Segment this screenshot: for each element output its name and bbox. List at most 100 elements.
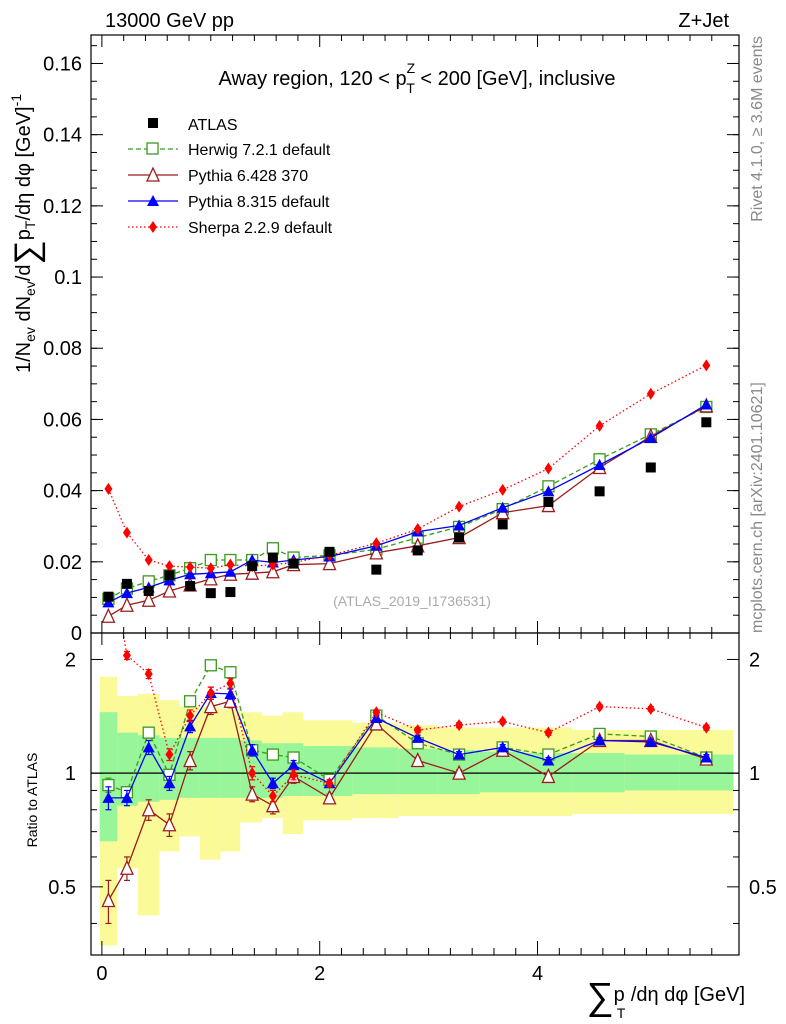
main-point-pythia-6-428-370 — [162, 582, 177, 598]
ratio-point-sherpa-2-2-9-default — [646, 702, 655, 715]
main-ytick-label: 0.14 — [43, 125, 82, 147]
ratio-point-pythia-8-315-default — [163, 777, 176, 789]
ratio-point-sherpa-2-2-9-default — [595, 700, 604, 713]
ylabel-part-b: dN — [13, 296, 35, 327]
main-point-atlas — [645, 462, 656, 473]
main-point-atlas — [288, 558, 299, 569]
ratio-point-pythia-6-428-370 — [322, 789, 337, 805]
main-ytick-label: 0.02 — [43, 552, 82, 574]
ratio-point-sherpa-2-2-9-default — [165, 748, 174, 761]
main-point-sherpa-2-2-9-default — [165, 560, 174, 573]
ratio-point-sherpa-2-2-9-default — [289, 768, 298, 781]
legend-label-sherpa: Sherpa 2.2.9 default — [188, 220, 333, 237]
ratio-point-sherpa-2-2-9-default — [186, 709, 195, 722]
main-ytick-label: 0.16 — [43, 53, 82, 75]
main-point-sherpa-2-2-9-default — [122, 526, 131, 539]
main-point-pythia-8-315-default — [700, 398, 713, 410]
main-ticks — [91, 35, 739, 634]
main-point-atlas — [701, 417, 712, 428]
main-point-pythia-8-315-default — [120, 587, 133, 599]
main-point-pythia-6-428-370 — [369, 544, 384, 560]
legend-entry-herwig: Herwig 7.2.1 default — [128, 142, 331, 159]
main-point-pythia-8-315-default — [542, 485, 555, 497]
main-point-sherpa-2-2-9-default — [186, 561, 195, 574]
title-post: < 200 [GeV], inclusive — [415, 68, 616, 90]
plot-title: Away region, 120 < pZ T < 200 [GeV], incl… — [219, 60, 616, 96]
main-point-sherpa-2-2-9-default — [595, 419, 604, 432]
main-point-atlas — [225, 587, 236, 598]
main-point-atlas — [121, 578, 132, 589]
ratio-point-pythia-8-315-default — [644, 735, 657, 747]
xlabel-sigma: ∑ — [587, 976, 614, 1018]
ratio-point-sherpa-2-2-9-default — [226, 677, 235, 690]
legend-label-pythia6: Pythia 6.428 370 — [188, 168, 308, 185]
main-panel: 0 0.02 0.04 0.06 0.08 0.1 0.12 0.14 0.16 Away re… — [8, 34, 740, 645]
ratio-point-pythia-8-315-default — [593, 734, 606, 746]
ratio-point-pythia-8-315-default — [120, 791, 133, 803]
ratio-point-pythia-8-315-default — [496, 741, 509, 753]
ratio-point-herwig-7-2-1-default — [204, 659, 217, 672]
main-point-pythia-8-315-default — [453, 519, 466, 531]
main-series-atlas — [103, 417, 712, 602]
rivet-label: Rivet 4.1.0, ≥ 3.6M events — [749, 36, 766, 222]
ylabel-part-a: 1/N — [13, 342, 35, 373]
ratio-ytick-label-right: 2 — [749, 649, 760, 671]
main-point-pythia-8-315-default — [224, 565, 237, 577]
ratio-series-sherpa-2-2-9-default — [122, 633, 711, 803]
ratio-point-pythia-8-315-default — [411, 731, 424, 743]
ratio-point-pythia-6-428-370 — [245, 785, 260, 801]
ratio-ylabel: Ratio to ATLAS — [24, 753, 40, 848]
header-right: Z+Jet — [678, 10, 729, 32]
main-ytick-label: 0.08 — [43, 338, 82, 360]
ratio-ytick-label-left: 1 — [65, 763, 76, 785]
ratio-point-sherpa-2-2-9-default — [325, 777, 334, 790]
main-point-pythia-8-315-default — [102, 596, 115, 608]
ratio-point-pythia-6-428-370 — [141, 801, 156, 817]
main-point-pythia-8-315-default — [184, 568, 197, 580]
main-point-sherpa-2-2-9-default — [144, 554, 153, 567]
main-point-atlas — [594, 486, 605, 497]
band-inner-bin — [479, 751, 525, 793]
mcplots-label: mcplots.cern.ch [arXiv:2401.10621] — [749, 382, 766, 633]
main-point-sherpa-2-2-9-default — [226, 558, 235, 571]
main-point-atlas — [185, 581, 196, 592]
legend-entry-sherpa: Sherpa 2.2.9 default — [128, 220, 333, 237]
ratio-point-pythia-6-428-370 — [203, 698, 218, 714]
legend-marker-atlas — [148, 118, 158, 128]
ratio-point-sherpa-2-2-9-default — [268, 789, 277, 802]
ratio-point-sherpa-2-2-9-default — [122, 649, 131, 662]
ratio-point-herwig-7-2-1-default — [266, 748, 280, 761]
title-sup: Z — [407, 60, 416, 76]
ratio-point-pythia-8-315-default — [142, 741, 155, 753]
legend-entry-pythia8: Pythia 8.315 default — [128, 194, 330, 211]
main-ytick-label: 0.06 — [43, 409, 82, 431]
main-point-sherpa-2-2-9-default — [702, 359, 711, 372]
legend-entry-pythia6: Pythia 6.428 370 — [128, 166, 308, 185]
main-point-herwig-7-2-1-default — [266, 542, 280, 555]
ratio-point-herwig-7-2-1-default — [142, 726, 155, 739]
ratio-ytick-label-left: 2 — [65, 649, 76, 671]
main-point-pythia-6-428-370 — [265, 563, 280, 579]
main-point-pythia-8-315-default — [496, 501, 509, 513]
band-inner-bin — [352, 747, 399, 795]
ylabel-part-c: /d — [13, 264, 35, 281]
ylabel-sup-e: -1 — [8, 94, 24, 107]
legend-marker-sherpa — [149, 221, 157, 233]
main-point-atlas — [454, 532, 465, 543]
legend-label-herwig: Herwig 7.2.1 default — [188, 142, 331, 159]
main-point-pythia-6-428-370 — [119, 596, 134, 612]
ylabel-sub-b: ev — [22, 281, 38, 296]
band-inner-bin — [624, 754, 680, 791]
title-sub: T — [406, 80, 415, 96]
main-ytick-label: 0.12 — [43, 196, 82, 218]
legend-label-pythia8: Pythia 8.315 default — [188, 194, 330, 211]
ratio-point-pythia-6-428-370 — [101, 891, 116, 908]
title-pre: Away region, 120 < p — [219, 68, 407, 90]
band-inner-bin — [99, 712, 118, 842]
ylabel-sub-d: T — [22, 220, 38, 229]
ratio-point-pythia-6-428-370 — [162, 816, 177, 832]
band-inner-bin — [199, 737, 221, 798]
main-point-sherpa-2-2-9-default — [455, 500, 464, 513]
ratio-point-pythia-8-315-default — [266, 777, 279, 789]
